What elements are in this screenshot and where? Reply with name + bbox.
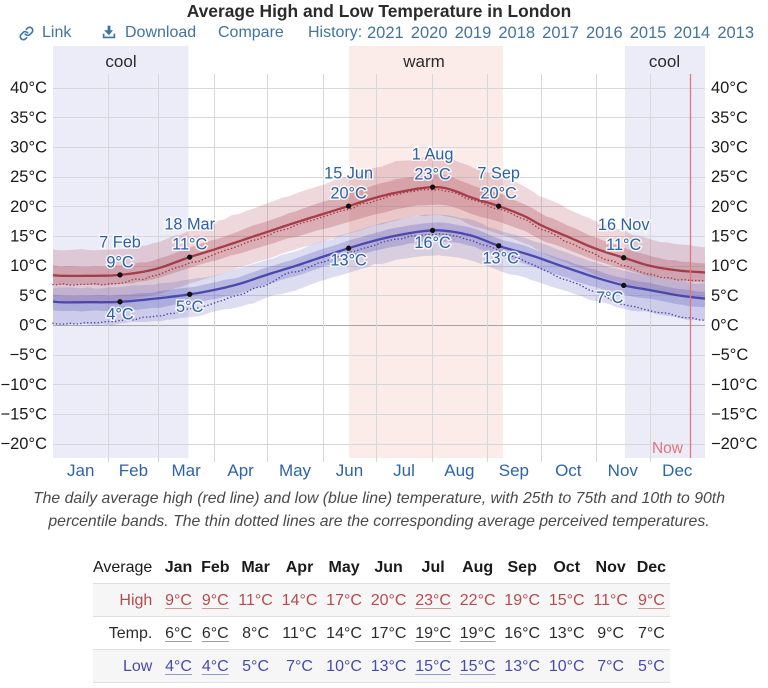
svg-text:7 Sep: 7 Sep [477, 165, 520, 183]
svg-text:−10°C: −10°C [0, 376, 47, 394]
svg-text:Sep: Sep [499, 461, 529, 480]
svg-text:7 Feb: 7 Feb [99, 233, 141, 251]
svg-text:7°C: 7°C [596, 289, 624, 307]
svg-text:Mar: Mar [171, 461, 201, 480]
svg-text:−5°C: −5°C [10, 346, 47, 364]
svg-text:Jan: Jan [67, 461, 94, 480]
svg-text:25°C: 25°C [10, 168, 47, 186]
svg-text:11°C: 11°C [172, 236, 207, 254]
svg-text:Jul: Jul [393, 461, 415, 480]
svg-text:15°C: 15°C [711, 228, 748, 246]
svg-text:11°C: 11°C [606, 236, 641, 254]
svg-text:18 Mar: 18 Mar [164, 216, 215, 234]
svg-text:May: May [279, 461, 312, 480]
svg-text:Apr: Apr [227, 461, 254, 480]
svg-text:4°C: 4°C [106, 305, 134, 323]
svg-text:20°C: 20°C [330, 185, 367, 203]
svg-text:Oct: Oct [555, 461, 582, 480]
svg-text:0°C: 0°C [19, 317, 47, 335]
svg-text:−20°C: −20°C [711, 435, 758, 453]
svg-text:Feb: Feb [119, 461, 148, 480]
svg-text:16 Nov: 16 Nov [598, 216, 650, 234]
svg-text:Now: Now [652, 440, 684, 457]
svg-text:cool: cool [649, 52, 680, 71]
svg-text:20°C: 20°C [481, 185, 518, 203]
svg-text:warm: warm [402, 52, 445, 71]
svg-text:Aug: Aug [444, 461, 474, 480]
svg-text:1 Aug: 1 Aug [412, 146, 454, 164]
svg-text:23°C: 23°C [414, 166, 451, 184]
svg-text:−5°C: −5°C [711, 346, 748, 364]
svg-text:5°C: 5°C [176, 298, 204, 316]
svg-text:30°C: 30°C [711, 139, 748, 157]
svg-text:25°C: 25°C [711, 168, 748, 186]
svg-text:35°C: 35°C [711, 109, 748, 127]
svg-text:20°C: 20°C [711, 198, 748, 216]
svg-text:−20°C: −20°C [0, 435, 47, 453]
svg-text:30°C: 30°C [10, 139, 47, 157]
svg-text:Nov: Nov [608, 461, 639, 480]
svg-text:15°C: 15°C [10, 228, 47, 246]
svg-text:13°C: 13°C [483, 249, 520, 267]
svg-text:10°C: 10°C [10, 257, 47, 275]
svg-text:0°C: 0°C [711, 317, 739, 335]
svg-text:−10°C: −10°C [711, 376, 758, 394]
svg-text:5°C: 5°C [711, 287, 739, 305]
svg-text:10°C: 10°C [711, 257, 748, 275]
svg-text:Dec: Dec [662, 461, 693, 480]
svg-text:40°C: 40°C [10, 79, 47, 97]
svg-text:−15°C: −15°C [0, 406, 47, 424]
svg-text:20°C: 20°C [10, 198, 47, 216]
svg-text:15 Jun: 15 Jun [324, 165, 373, 183]
svg-text:13°C: 13°C [330, 252, 367, 270]
svg-text:35°C: 35°C [10, 109, 47, 127]
svg-text:Jun: Jun [336, 461, 363, 480]
svg-text:−15°C: −15°C [711, 406, 758, 424]
svg-text:cool: cool [105, 52, 136, 71]
svg-text:16°C: 16°C [414, 234, 451, 252]
svg-text:5°C: 5°C [19, 287, 47, 305]
svg-text:9°C: 9°C [106, 253, 134, 271]
svg-text:40°C: 40°C [711, 79, 748, 97]
